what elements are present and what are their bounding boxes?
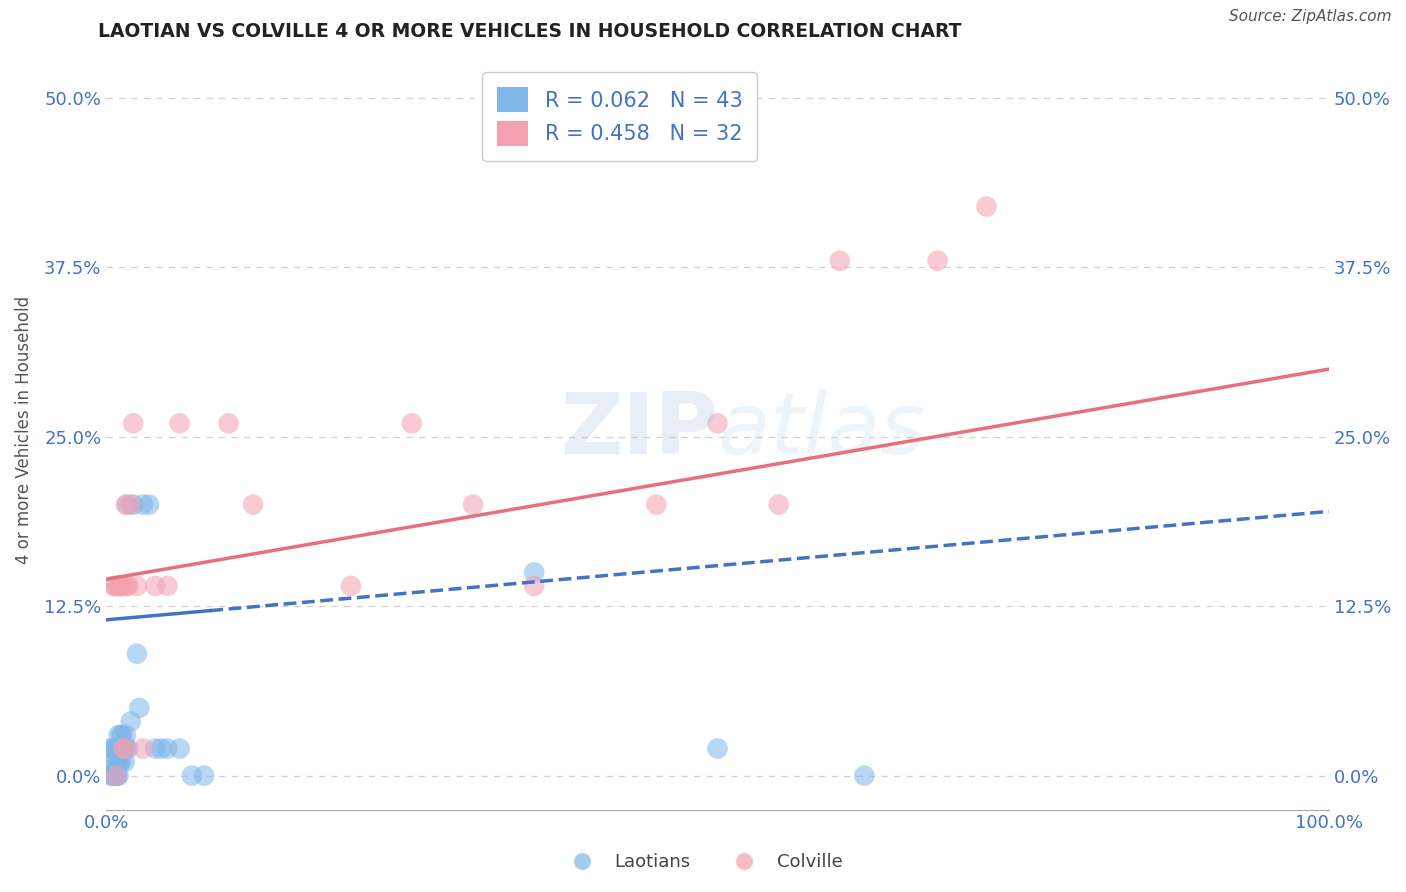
- Point: [114, 755, 136, 769]
- Point: [115, 741, 138, 756]
- Point: [115, 498, 138, 512]
- Point: [105, 741, 128, 756]
- Point: [645, 498, 668, 512]
- Point: [125, 579, 148, 593]
- Point: [110, 755, 132, 769]
- Point: [927, 253, 949, 268]
- Point: [114, 741, 136, 756]
- Point: [105, 755, 128, 769]
- Point: [768, 498, 790, 512]
- Point: [105, 769, 128, 783]
- Point: [156, 741, 179, 756]
- Point: [143, 741, 166, 756]
- Point: [105, 769, 128, 783]
- Text: ZIP: ZIP: [560, 389, 717, 472]
- Legend: Laotians, Colville: Laotians, Colville: [557, 847, 849, 879]
- Point: [117, 579, 139, 593]
- Point: [100, 769, 122, 783]
- Point: [104, 741, 127, 756]
- Point: [156, 579, 179, 593]
- Text: LAOTIAN VS COLVILLE 4 OR MORE VEHICLES IN HOUSEHOLD CORRELATION CHART: LAOTIAN VS COLVILLE 4 OR MORE VEHICLES I…: [98, 22, 962, 41]
- Point: [105, 769, 128, 783]
- Point: [150, 741, 173, 756]
- Point: [122, 417, 145, 431]
- Point: [111, 728, 134, 742]
- Point: [120, 498, 142, 512]
- Point: [169, 741, 191, 756]
- Point: [103, 755, 125, 769]
- Point: [853, 769, 876, 783]
- Point: [115, 498, 138, 512]
- Legend: R = 0.062   N = 43, R = 0.458   N = 32: R = 0.062 N = 43, R = 0.458 N = 32: [482, 72, 758, 161]
- Point: [108, 579, 131, 593]
- Point: [108, 755, 131, 769]
- Point: [110, 579, 132, 593]
- Point: [104, 579, 127, 593]
- Point: [143, 579, 166, 593]
- Point: [976, 200, 998, 214]
- Point: [128, 701, 150, 715]
- Point: [107, 769, 129, 783]
- Point: [111, 741, 134, 756]
- Point: [828, 253, 851, 268]
- Point: [242, 498, 264, 512]
- Y-axis label: 4 or more Vehicles in Household: 4 or more Vehicles in Household: [15, 296, 32, 564]
- Point: [101, 741, 124, 756]
- Text: Source: ZipAtlas.com: Source: ZipAtlas.com: [1229, 9, 1392, 24]
- Point: [132, 741, 155, 756]
- Point: [523, 566, 546, 580]
- Point: [523, 579, 546, 593]
- Point: [107, 755, 129, 769]
- Point: [218, 417, 240, 431]
- Point: [138, 498, 160, 512]
- Point: [340, 579, 363, 593]
- Point: [98, 741, 121, 756]
- Point: [107, 579, 129, 593]
- Point: [132, 498, 155, 512]
- Point: [706, 741, 728, 756]
- Point: [115, 579, 138, 593]
- Point: [461, 498, 484, 512]
- Point: [180, 769, 202, 783]
- Point: [706, 417, 728, 431]
- Point: [107, 728, 129, 742]
- Point: [112, 741, 135, 756]
- Point: [104, 755, 127, 769]
- Text: atlas: atlas: [717, 389, 925, 472]
- Point: [115, 728, 138, 742]
- Point: [108, 741, 131, 756]
- Point: [110, 728, 132, 742]
- Point: [117, 741, 139, 756]
- Point: [103, 579, 125, 593]
- Point: [101, 769, 124, 783]
- Point: [193, 769, 215, 783]
- Point: [112, 741, 135, 756]
- Point: [111, 579, 134, 593]
- Point: [401, 417, 423, 431]
- Point: [103, 769, 125, 783]
- Point: [169, 417, 191, 431]
- Point: [105, 579, 128, 593]
- Point: [125, 647, 148, 661]
- Point: [114, 741, 136, 756]
- Point: [120, 714, 142, 729]
- Point: [122, 498, 145, 512]
